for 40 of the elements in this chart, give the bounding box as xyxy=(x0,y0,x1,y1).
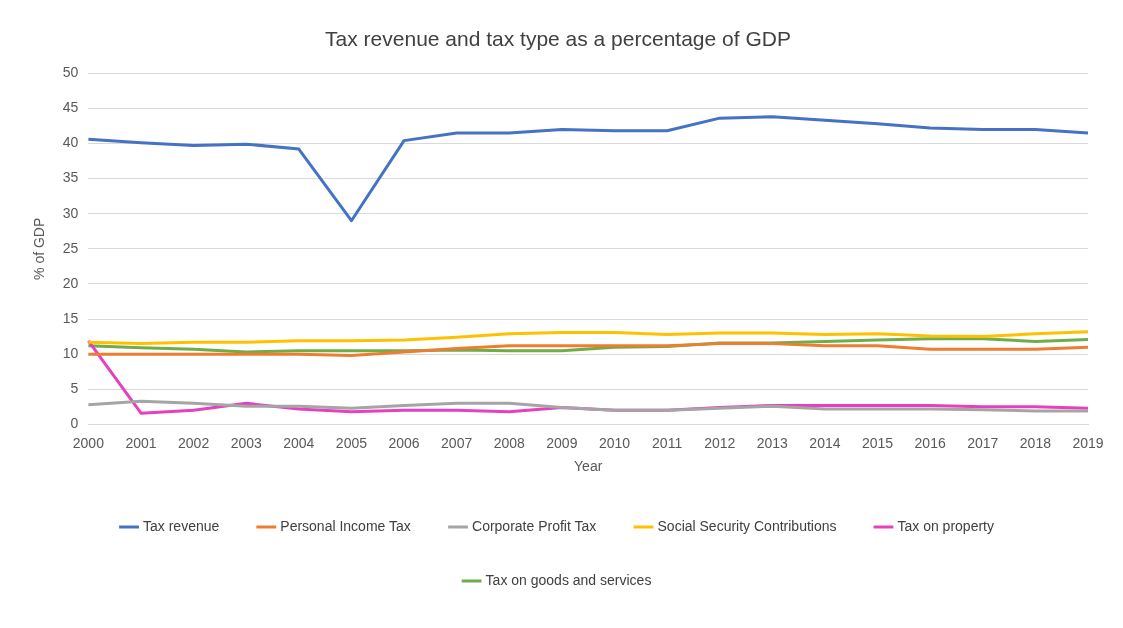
x-tick-label: 2006 xyxy=(388,434,420,451)
x-tick-label: 2012 xyxy=(704,434,736,451)
x-tick-label: 2016 xyxy=(914,434,946,451)
y-tick-label: 35 xyxy=(62,169,79,186)
legend-label: Tax on goods and services xyxy=(485,571,652,588)
x-tick-label: 2018 xyxy=(1019,434,1052,451)
legend-label: Social Security Contributions xyxy=(657,517,837,534)
y-axis-title: % of GDP xyxy=(31,217,48,280)
legend-label: Personal Income Tax xyxy=(280,517,411,534)
x-tick-label: 2003 xyxy=(230,434,262,451)
x-tick-label: 2000 xyxy=(72,434,105,451)
x-tick-label: 2001 xyxy=(125,434,157,451)
y-tick-label: 50 xyxy=(62,64,79,81)
x-tick-label: 2008 xyxy=(493,434,526,451)
legend-label: Tax on property xyxy=(897,517,994,534)
x-tick-label: 2019 xyxy=(1072,434,1104,451)
y-tick-label: 10 xyxy=(62,345,79,362)
x-tick-label: 2011 xyxy=(652,434,683,451)
x-tick-label: 2002 xyxy=(178,434,210,451)
y-tick-label: 5 xyxy=(70,380,79,397)
y-tick-label: 30 xyxy=(62,204,79,221)
chart-title: Tax revenue and tax type as a percentage of GDP xyxy=(325,27,791,51)
x-tick-label: 2005 xyxy=(335,434,368,451)
x-tick-label: 2017 xyxy=(967,434,999,451)
x-tick-label: 2014 xyxy=(809,434,841,451)
x-tick-label: 2007 xyxy=(441,434,473,451)
y-tick-label: 20 xyxy=(62,274,79,291)
y-tick-label: 0 xyxy=(70,415,79,432)
y-tick-label: 25 xyxy=(62,239,79,256)
x-tick-label: 2010 xyxy=(598,434,631,451)
y-tick-label: 45 xyxy=(62,99,79,116)
y-tick-label: 15 xyxy=(62,309,79,326)
x-tick-label: 2015 xyxy=(861,434,894,451)
x-axis-title: Year xyxy=(574,458,603,475)
legend-label: Tax revenue xyxy=(143,517,220,534)
x-tick-label: 2013 xyxy=(756,434,789,451)
y-tick-label: 40 xyxy=(62,134,79,151)
x-tick-label: 2004 xyxy=(283,434,315,451)
x-tick-label: 2009 xyxy=(546,434,578,451)
legend-label: Corporate Profit Tax xyxy=(472,517,597,534)
